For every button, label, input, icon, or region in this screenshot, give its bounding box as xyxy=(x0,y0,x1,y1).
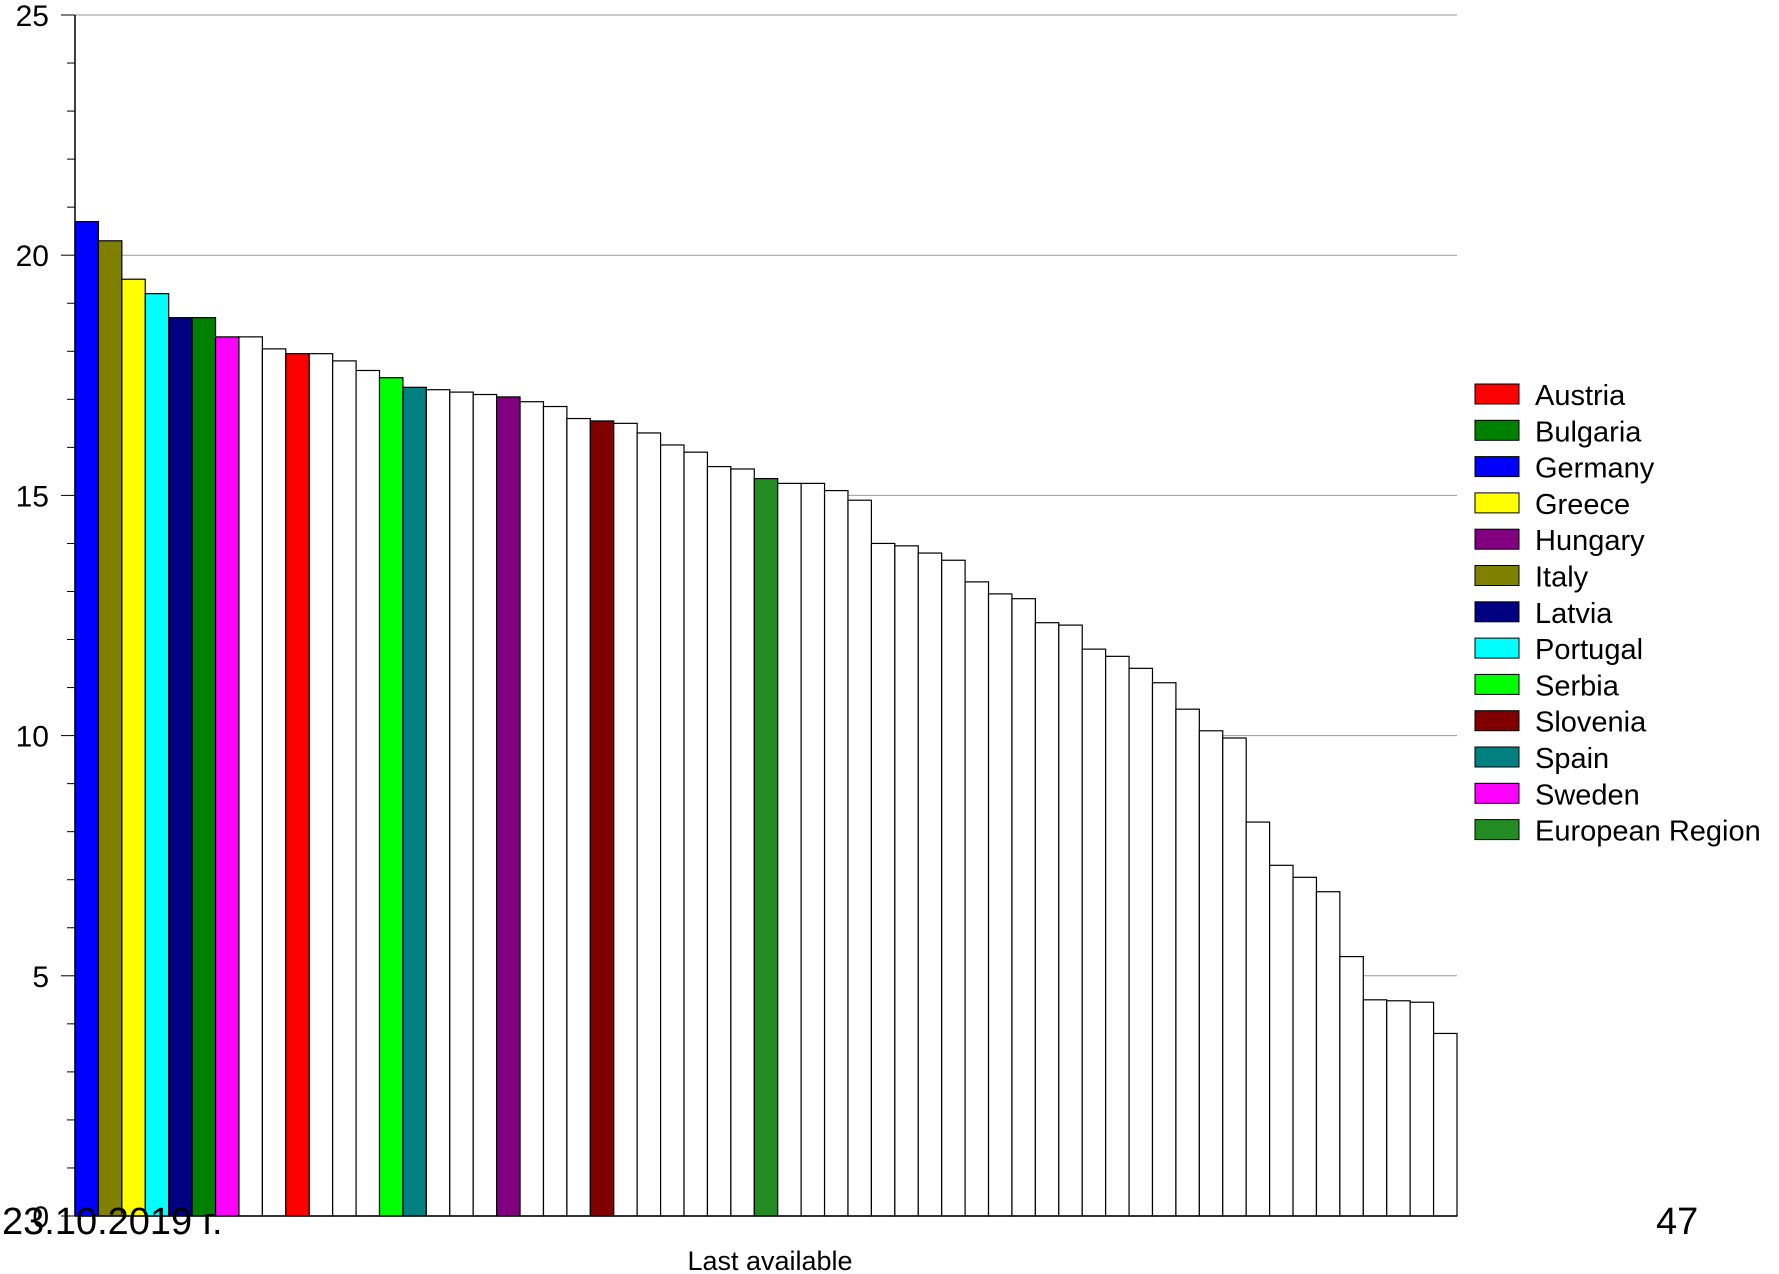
bar-bulgaria xyxy=(191,317,217,1217)
bar xyxy=(659,444,685,1217)
bar-latvia xyxy=(168,317,193,1217)
legend-label: Bulgaria xyxy=(1535,416,1642,448)
legend-label: Slovenia xyxy=(1535,707,1647,739)
bar xyxy=(800,482,826,1217)
bar xyxy=(1432,1032,1458,1217)
bar xyxy=(917,552,943,1217)
bar xyxy=(987,593,1013,1217)
y-tick-label: 10 xyxy=(16,721,49,754)
bar-spain xyxy=(402,386,427,1217)
bar-sweden xyxy=(214,336,240,1217)
bar xyxy=(472,393,498,1217)
legend-swatch xyxy=(1474,782,1520,804)
x-axis-label: Last available xyxy=(687,1246,852,1274)
bar xyxy=(1269,864,1294,1217)
bar xyxy=(706,465,732,1217)
bar-greece xyxy=(121,278,146,1217)
legend-label: Greece xyxy=(1535,489,1630,521)
y-tick-label: 25 xyxy=(16,0,49,33)
legend-label: European Region xyxy=(1535,816,1761,848)
y-tick-label: 15 xyxy=(16,480,49,513)
bar xyxy=(308,353,334,1217)
legend-label: Hungary xyxy=(1535,525,1645,557)
bar xyxy=(777,482,802,1217)
bar xyxy=(683,451,709,1217)
bar-serbia xyxy=(378,377,404,1217)
bar xyxy=(636,432,662,1217)
bar xyxy=(870,542,896,1217)
bar xyxy=(894,545,919,1217)
bar xyxy=(1292,876,1318,1217)
bar xyxy=(1245,821,1271,1217)
bar xyxy=(1128,667,1154,1217)
bar xyxy=(238,336,263,1217)
bars xyxy=(74,220,1458,1217)
bar xyxy=(1081,648,1107,1217)
y-tick-label: 20 xyxy=(16,240,49,273)
legend-label: Austria xyxy=(1535,380,1626,412)
bar xyxy=(1034,622,1060,1217)
legend-swatch xyxy=(1474,710,1520,732)
bar xyxy=(542,405,568,1217)
bar-portugal xyxy=(144,293,170,1217)
slide-page-number: 47 xyxy=(1656,1201,1699,1243)
legend-label: Serbia xyxy=(1535,670,1620,702)
bar xyxy=(355,369,381,1217)
bar xyxy=(1011,598,1036,1217)
bar-slovenia xyxy=(589,420,615,1217)
bar xyxy=(823,489,849,1217)
legend-label: Latvia xyxy=(1535,598,1613,630)
legend-swatch xyxy=(1474,528,1520,550)
bar xyxy=(1386,1000,1411,1217)
legend-label: Portugal xyxy=(1535,634,1643,666)
bar xyxy=(1058,624,1083,1217)
bar xyxy=(1315,891,1341,1217)
bar xyxy=(1409,1001,1435,1217)
legend: Austria Bulgaria Germany Greece Hungary Italy… xyxy=(1474,380,1761,848)
bar xyxy=(519,401,545,1217)
bar xyxy=(941,559,966,1217)
bar xyxy=(613,422,638,1217)
bar xyxy=(1151,682,1177,1217)
legend-swatch xyxy=(1474,819,1520,841)
bar xyxy=(261,348,287,1217)
bar xyxy=(1175,708,1200,1217)
bar-european-region xyxy=(753,477,779,1217)
legend-swatch xyxy=(1474,492,1520,514)
legend-swatch xyxy=(1474,673,1520,695)
slide-date: 23.10.2019 г. xyxy=(2,1201,223,1243)
y-axis: 0 5 10 15 20 25 xyxy=(16,0,1457,1234)
bar-italy xyxy=(97,240,123,1217)
legend-label: Spain xyxy=(1535,743,1609,775)
legend-swatch xyxy=(1474,565,1520,586)
legend-swatch xyxy=(1474,746,1520,768)
bar xyxy=(1222,737,1247,1217)
bar xyxy=(1339,955,1364,1217)
bar xyxy=(730,468,755,1217)
legend-swatch xyxy=(1474,601,1520,623)
legend-swatch xyxy=(1474,637,1520,659)
bar xyxy=(566,417,591,1217)
bar xyxy=(964,581,990,1217)
bar xyxy=(1105,655,1130,1217)
legend-swatch xyxy=(1474,383,1520,405)
bar xyxy=(449,391,474,1217)
bar-germany xyxy=(74,220,100,1217)
y-tick-label: 5 xyxy=(32,961,49,994)
legend-label: Sweden xyxy=(1535,779,1640,811)
bar xyxy=(332,360,357,1217)
bar xyxy=(1362,999,1388,1217)
bar-austria xyxy=(285,353,310,1217)
bar xyxy=(425,389,451,1217)
legend-label: Germany xyxy=(1535,453,1655,485)
legend-swatch xyxy=(1474,419,1520,441)
bar xyxy=(1198,730,1224,1217)
bar-hungary xyxy=(496,396,521,1217)
y-tick-label: 0 xyxy=(32,1201,49,1234)
bar xyxy=(847,499,873,1217)
legend-swatch xyxy=(1474,456,1520,478)
legend-label: Italy xyxy=(1535,562,1589,594)
